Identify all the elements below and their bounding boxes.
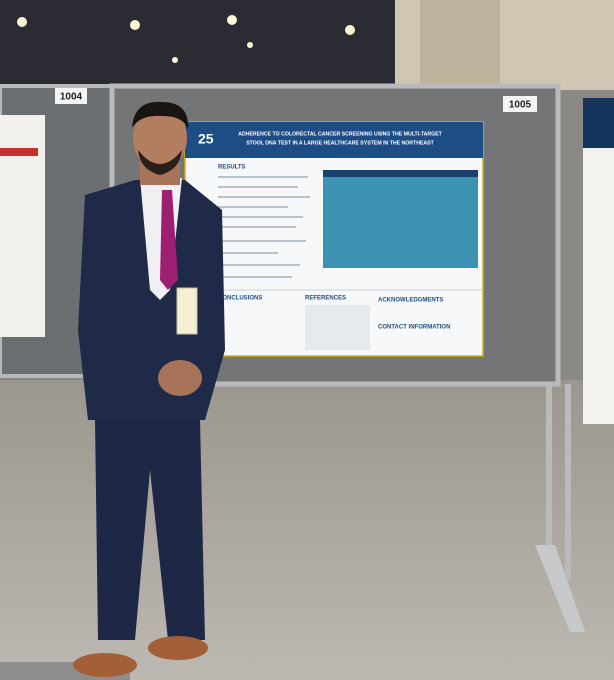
booth-number: 1004 — [60, 92, 83, 103]
booth-tag — [55, 88, 87, 104]
section-heading: CONTACT INFORMATION — [378, 325, 450, 331]
section-heading: REFERENCES — [305, 296, 346, 302]
poster-year: 25 — [198, 131, 214, 147]
person — [73, 101, 225, 677]
stand-foot — [535, 545, 585, 632]
data-table — [323, 170, 478, 268]
poster-header — [583, 98, 614, 148]
text-lines — [218, 176, 310, 278]
poster-title: ADHERENCE TO COLORECTAL CANCER SCREENING… — [238, 131, 442, 137]
section-heading: CONCLUSIONS — [218, 296, 262, 302]
poster — [583, 98, 614, 424]
poster-band — [0, 148, 38, 156]
booth-tag — [503, 96, 537, 112]
poster-title: STOOL DNA TEST IN A LARGE HEALTHCARE SYS… — [246, 140, 434, 146]
table-header — [323, 170, 478, 177]
section-heading: ACKNOWLEDGMENTS — [378, 298, 443, 304]
poster-header — [185, 122, 483, 158]
references-block — [305, 305, 370, 350]
section-heading: RESULTS — [218, 165, 246, 171]
floor — [0, 380, 614, 680]
ceiling-lights — [17, 15, 355, 63]
pillar — [420, 0, 500, 90]
booth-number: 1005 — [509, 100, 532, 111]
